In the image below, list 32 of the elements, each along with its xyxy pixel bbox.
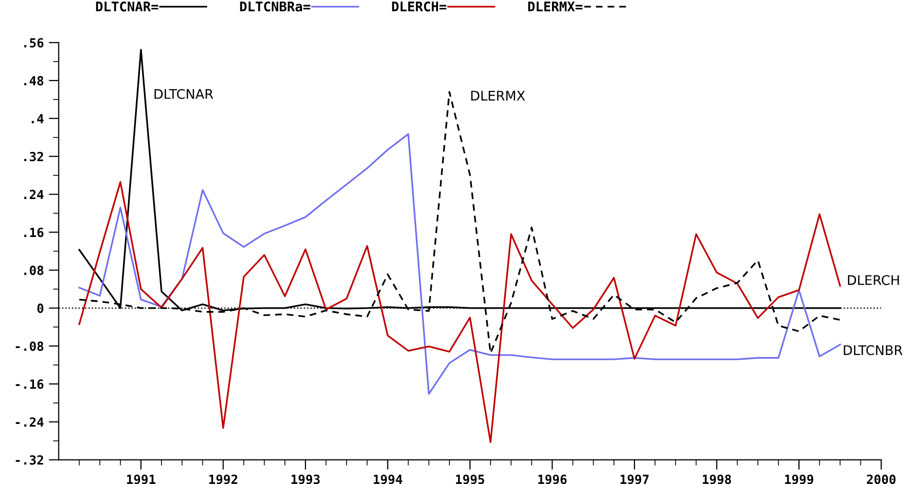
legend-label: DLERCH=: [392, 1, 446, 12]
x-tick-label: 1998: [702, 474, 731, 484]
y-tick-label: .32: [24, 152, 44, 162]
y-tick-label: 0: [37, 304, 44, 314]
legend-label: DLTCNAR=: [96, 1, 158, 12]
y-tick-label: -.16: [16, 379, 44, 389]
x-tick-label: 1996: [538, 474, 567, 484]
y-tick-label: .08: [24, 266, 44, 276]
y-tick-label: -.24: [16, 417, 44, 427]
y-tick-label: -.32: [16, 455, 44, 465]
x-tick-label: 1993: [292, 474, 320, 484]
y-tick-label: .16: [24, 228, 44, 238]
line-series: [78, 181, 841, 444]
y-tick-label: .48: [24, 76, 44, 86]
y-tick-label: .56: [24, 38, 44, 48]
y-tick-label: .24: [24, 190, 44, 200]
legend-label: DLERMX=: [528, 2, 582, 12]
annotation: DLTCNBR: [844, 345, 902, 356]
y-tick-label: .4: [32, 114, 44, 124]
x-tick-label: 1992: [209, 474, 238, 484]
x-tick-label: 1994: [374, 474, 402, 484]
annotation: DLTCNAR: [154, 89, 214, 99]
line-series: [78, 133, 841, 395]
legend-label: DLTCNBRa=: [240, 1, 310, 12]
x-tick-label: 1995: [456, 474, 484, 484]
annotation: DLERCH: [848, 275, 899, 286]
x-tick-label: 2000: [866, 474, 896, 484]
x-tick-label: 1999: [785, 474, 814, 484]
y-tick-label: -.08: [16, 341, 44, 351]
x-tick-label: 1997: [620, 474, 649, 484]
x-tick-label: 1991: [127, 474, 156, 484]
annotation: DLERMX: [471, 90, 525, 100]
